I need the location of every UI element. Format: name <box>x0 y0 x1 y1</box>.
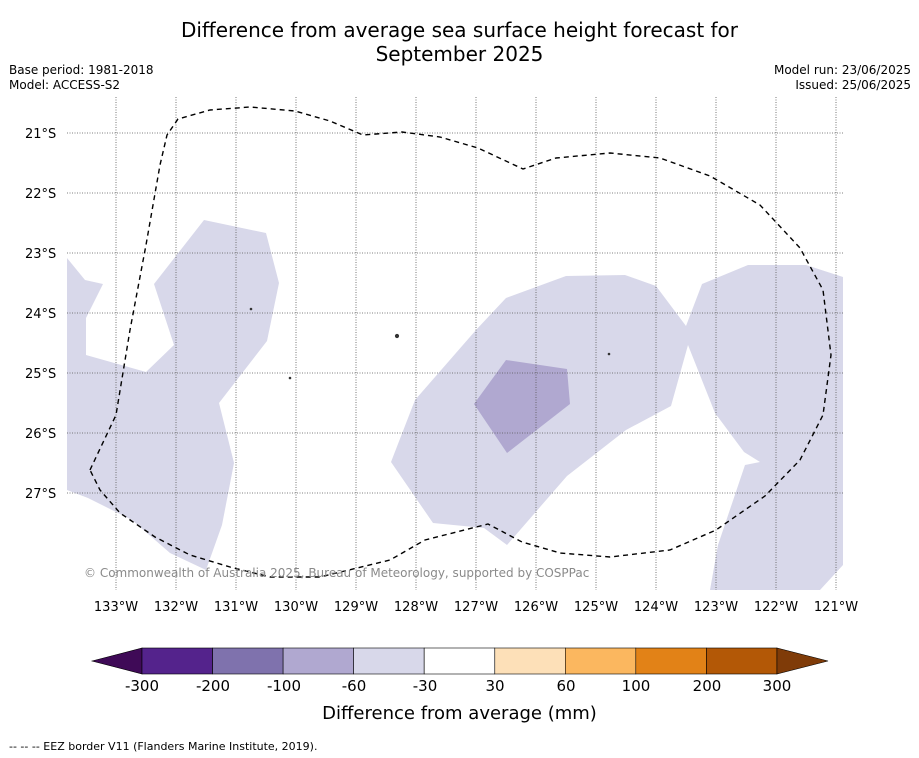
lat-label: 23°S <box>25 247 56 262</box>
copyright-text: © Commonwealth of Australia 2025, Bureau… <box>84 566 590 580</box>
anomaly-regions-medium <box>474 360 570 453</box>
lon-label: 131°W <box>214 600 258 615</box>
island-marker <box>288 376 292 380</box>
colorbar-tick: -200 <box>195 677 231 695</box>
lon-label: 123°W <box>694 600 738 615</box>
colorbar-tick: 100 <box>621 677 651 695</box>
colorbar-segment <box>706 647 778 675</box>
island-marker <box>249 307 253 311</box>
colorbar-tick-labels: -300 -200 -100 -60 -30 30 60 100 200 300 <box>0 677 919 697</box>
lon-label: 122°W <box>754 600 798 615</box>
colorbar-segment <box>564 647 637 675</box>
lon-label: 121°W <box>814 600 858 615</box>
lat-label: 24°S <box>25 307 56 322</box>
colorbar-segment <box>423 647 496 675</box>
colorbar-extend-low <box>90 647 143 675</box>
lon-label: 127°W <box>454 600 498 615</box>
model-run-text: Model run: 23/06/2025 <box>773 63 911 77</box>
lon-label: 128°W <box>394 600 438 615</box>
colorbar-tick: -300 <box>124 677 160 695</box>
base-period-text: Base period: 1981-2018 <box>9 63 154 77</box>
colorbar-extend-high <box>776 647 829 675</box>
meta-right: Model run: 23/06/2025 Issued: 25/06/2025 <box>774 63 911 93</box>
lon-label: 125°W <box>574 600 618 615</box>
latitude-labels: 21°S 22°S 23°S 24°S 25°S 26°S 27°S <box>25 127 56 502</box>
lat-label: 26°S <box>25 427 56 442</box>
colorbar-tick: 200 <box>692 677 722 695</box>
eez-border <box>89 106 832 578</box>
colorbar-tick: 30 <box>485 677 505 695</box>
lon-label: 126°W <box>514 600 558 615</box>
island-marker <box>394 333 400 339</box>
lat-label: 27°S <box>25 487 56 502</box>
chart-title-line2: September 2025 <box>375 42 544 66</box>
anomaly-region-west <box>67 220 279 570</box>
colorbar-tick: 300 <box>762 677 792 695</box>
lat-label: 21°S <box>25 127 56 142</box>
longitude-labels: 133°W 132°W 131°W 130°W 129°W 128°W 127°… <box>94 600 858 615</box>
island-marker <box>607 352 611 356</box>
colorbar-segment <box>494 647 566 675</box>
colorbar <box>90 647 829 675</box>
colorbar-segment <box>141 647 213 675</box>
colorbar-tick: 60 <box>556 677 576 695</box>
lon-label: 130°W <box>274 600 318 615</box>
lon-label: 132°W <box>154 600 198 615</box>
colorbar-segment <box>353 647 425 675</box>
colorbar-title: Difference from average (mm) <box>322 703 597 724</box>
chart-title-line1: Difference from average sea surface heig… <box>180 18 739 42</box>
model-text: Model: ACCESS-S2 <box>9 78 121 92</box>
colorbar-segment <box>282 647 354 675</box>
meta-left: Base period: 1981-2018 Model: ACCESS-S2 <box>9 63 154 93</box>
lon-label: 129°W <box>334 600 378 615</box>
lon-label: 133°W <box>94 600 138 615</box>
anomaly-regions-light <box>67 220 843 590</box>
lat-label: 25°S <box>25 367 56 382</box>
anomaly-region-core <box>474 360 570 453</box>
islands <box>249 307 611 380</box>
issued-text: Issued: 25/06/2025 <box>795 78 911 92</box>
lat-label: 22°S <box>25 187 56 202</box>
colorbar-segment <box>635 647 707 675</box>
chart-title: Difference from average sea surface heig… <box>0 18 919 66</box>
anomaly-region-central <box>391 265 843 590</box>
colorbar-segment <box>212 647 284 675</box>
eez-footnote: -- -- -- EEZ border V11 (Flanders Marine… <box>9 740 318 753</box>
colorbar-tick: -60 <box>341 677 367 695</box>
colorbar-tick: -100 <box>266 677 302 695</box>
colorbar-tick: -30 <box>412 677 438 695</box>
lon-label: 124°W <box>634 600 678 615</box>
